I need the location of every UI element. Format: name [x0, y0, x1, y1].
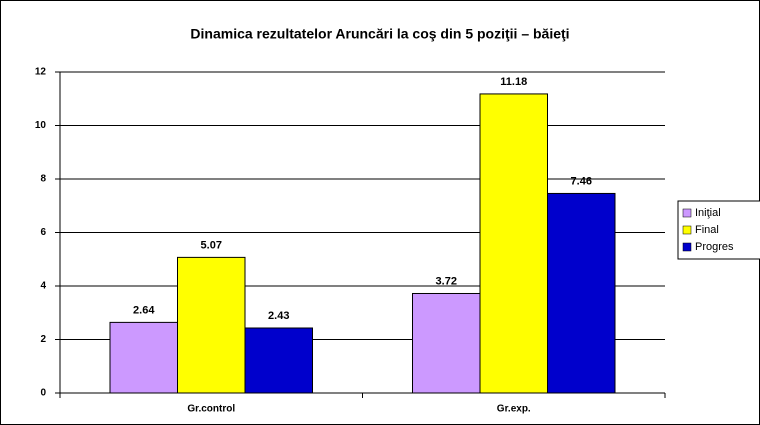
chart-title: Dinamica rezultatelor Aruncări la coş di…: [190, 26, 569, 42]
value-label: 5.07: [201, 239, 222, 251]
bar: [177, 256, 246, 394]
y-tick-label: 0: [40, 388, 46, 399]
legend-swatch: [682, 242, 692, 252]
legend-label: Final: [695, 224, 719, 236]
y-tick-label: 8: [40, 174, 46, 185]
bar: [547, 192, 616, 394]
y-tick-label: 12: [35, 67, 47, 78]
legend-box: [677, 200, 760, 260]
legend-swatch: [682, 208, 692, 218]
y-tick-label: 4: [40, 281, 46, 292]
value-label: 11.18: [500, 76, 527, 88]
bar: [244, 327, 313, 394]
value-label: 7.46: [571, 175, 592, 187]
y-tick-label: 10: [35, 120, 47, 131]
y-tick-label: 6: [40, 227, 46, 238]
value-label: 2.43: [268, 310, 289, 322]
x-tick-label: Gr.exp.: [497, 404, 531, 415]
value-label: 3.72: [436, 275, 457, 287]
bar: [109, 321, 178, 394]
legend-label: Iniţial: [695, 207, 721, 219]
legend-label: Progres: [695, 241, 734, 253]
legend-swatch: [682, 225, 692, 235]
y-tick-label: 2: [40, 334, 46, 345]
x-tick-label: Gr.control: [187, 404, 235, 415]
bar: [412, 292, 481, 394]
value-label: 2.64: [133, 304, 155, 316]
bar: [479, 93, 548, 394]
